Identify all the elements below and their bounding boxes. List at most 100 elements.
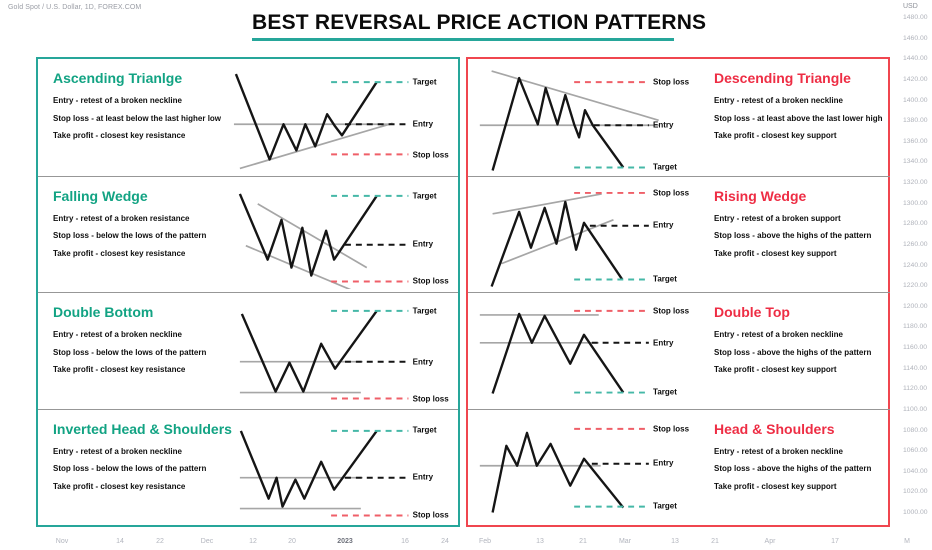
pattern-sketch (239, 429, 409, 517)
pattern-row-double-bottom: Double Bottom Entry - retest of a broken… (38, 292, 458, 409)
pattern-row-descending-triangle: Stop loss Entry Target Descending Triang… (468, 59, 890, 176)
pattern-sketch (479, 309, 649, 394)
price-tick: 1360.00 (903, 137, 928, 145)
pattern-diagram-head-shoulders: Stop loss Entry Target (470, 413, 696, 523)
time-tick: Mar (618, 538, 632, 545)
price-tick: 1080.00 (903, 426, 928, 434)
target-label: Target (653, 274, 677, 284)
pattern-row-falling-wedge: Falling Wedge Entry - retest of a broken… (38, 175, 458, 293)
pattern-row-ascending-triangle: Ascending Trianlge Entry - retest of a b… (38, 59, 458, 176)
stop-loss-label: Stop loss (412, 150, 449, 160)
entry-rule: Entry - retest of a broken neckline (53, 330, 182, 339)
pattern-info: Rising Wedge Entry - retest of a broken … (696, 177, 890, 293)
price-tick: 1320.00 (903, 179, 928, 186)
time-tick: M (904, 538, 910, 545)
title-underline (252, 38, 674, 41)
pattern-sketch (239, 309, 409, 400)
pattern-sketch (233, 73, 409, 170)
price-tick-list: 1480.00 1460.00 1440.00 1420.00 1400.00 1380.… (903, 14, 928, 516)
pattern-info: Inverted Head & Shoulders Entry - retest… (38, 410, 232, 526)
pattern-sketch (238, 192, 409, 289)
price-tick: 1240.00 (903, 261, 928, 269)
pattern-title: Rising Wedge (714, 187, 807, 204)
stop-loss-rule: Stop loss - below the lows of the patter… (53, 347, 207, 357)
pattern-row-inverted-head-shoulders: Inverted Head & Shoulders Entry - retest… (38, 408, 458, 526)
time-tick-year: 2023 (337, 538, 353, 545)
pattern-info: Double Top Entry - retest of a broken ne… (696, 293, 890, 409)
entry-label: Entry (653, 220, 674, 230)
pattern-info: Ascending Trianlge Entry - retest of a b… (38, 59, 228, 176)
time-tick: 21 (579, 538, 587, 545)
price-tick: 1380.00 (903, 117, 928, 125)
stop-loss-rule: Stop loss - at least below the last high… (53, 113, 222, 123)
entry-label: Entry (412, 119, 434, 129)
price-axis[interactable]: USD 1480.00 1460.00 1440.00 1420.00 1400.00 1… (894, 0, 932, 550)
pattern-sketch (479, 70, 659, 171)
price-tick: 1000.00 (903, 509, 928, 516)
symbol-info[interactable]: Gold Spot / U.S. Dollar, 1D, FOREX.COM (8, 4, 142, 11)
price-tick: 1020.00 (903, 488, 928, 496)
time-axis[interactable]: Nov 14 22 Dec 12 20 2023 16 24 Feb 13 21… (0, 533, 932, 550)
pattern-title: Ascending Trianlge (53, 70, 183, 86)
time-tick: 17 (831, 538, 839, 545)
price-tick: 1300.00 (903, 199, 928, 207)
price-tick: 1400.00 (903, 96, 928, 104)
price-tick: 1480.00 (903, 14, 928, 21)
entry-label: Entry (653, 120, 674, 130)
time-tick: Dec (200, 538, 214, 545)
target-label: Target (653, 387, 677, 397)
price-tick: 1440.00 (903, 55, 928, 63)
price-tick: 1280.00 (903, 220, 928, 228)
pattern-title: Descending Triangle (714, 70, 851, 86)
pattern-diagram-ascending-triangle: Target Entry Stop loss (228, 62, 456, 173)
take-profit-rule: Take profit - closest key resistance (53, 365, 186, 374)
stop-loss-rule: Stop loss - below the lows of the patter… (53, 231, 207, 240)
pattern-row-rising-wedge: Stop loss Entry Target Rising Wedge Entr… (468, 175, 890, 293)
stop-loss-rule: Stop loss - at least above the last lowe… (714, 113, 883, 123)
pattern-title: Double Top (714, 304, 790, 320)
time-tick: Feb (478, 538, 492, 545)
entry-label: Entry (653, 458, 674, 468)
target-label: Target (412, 425, 437, 435)
price-tick: 1120.00 (903, 385, 928, 393)
time-tick: 24 (441, 538, 449, 545)
pattern-diagram-falling-wedge: Target Entry Stop loss (228, 180, 456, 289)
time-tick: Apr (764, 538, 776, 545)
price-tick: 1420.00 (903, 75, 928, 83)
pattern-info: Head & Shoulders Entry - retest of a bro… (696, 410, 890, 526)
price-tick: 1200.00 (903, 302, 928, 310)
pattern-row-head-shoulders: Stop loss Entry Target Head & Shoulders … (468, 408, 890, 526)
pattern-info: Descending Triangle Entry - retest of a … (696, 59, 890, 176)
entry-rule: Entry - retest of a broken neckline (53, 96, 182, 105)
entry-label: Entry (412, 472, 434, 482)
entry-label: Entry (653, 338, 674, 348)
target-label: Target (412, 77, 437, 87)
pattern-title: Inverted Head & Shoulders (53, 420, 232, 437)
price-tick: 1040.00 (903, 467, 928, 475)
time-tick: 13 (671, 538, 679, 545)
entry-label: Entry (412, 357, 434, 367)
pattern-diagram-inverted-head-shoulders: Target Entry Stop loss (228, 413, 456, 523)
take-profit-rule: Take profit - closest key support (714, 481, 837, 491)
entry-rule: Entry - retest of a broken resistance (53, 213, 190, 223)
pattern-diagram-double-top: Stop loss Entry Target (470, 296, 696, 406)
price-tick: 1180.00 (903, 323, 928, 331)
price-tick: 1060.00 (903, 447, 928, 455)
entry-rule: Entry - retest of a broken neckline (53, 446, 182, 456)
time-tick: 14 (116, 538, 124, 545)
entry-label: Entry (412, 239, 434, 249)
time-tick: Nov (55, 538, 69, 545)
time-tick: 12 (249, 538, 257, 545)
page-title-text: BEST REVERSAL PRICE ACTION PATTERNS (252, 11, 707, 34)
take-profit-rule: Take profit - closest key support (714, 365, 837, 374)
stop-loss-rule: Stop loss - below the lows of the patter… (53, 464, 207, 473)
time-tick: 13 (536, 538, 544, 545)
target-label: Target (653, 501, 677, 511)
entry-rule: Entry - retest of a broken support (714, 213, 841, 223)
entry-rule: Entry - retest of a broken neckline (714, 446, 843, 456)
time-tick: 16 (401, 538, 409, 545)
stop-loss-label: Stop loss (653, 306, 690, 316)
pattern-info: Double Bottom Entry - retest of a broken… (38, 293, 228, 409)
target-label: Target (412, 306, 437, 316)
take-profit-rule: Take profit - closest key support (714, 248, 837, 258)
